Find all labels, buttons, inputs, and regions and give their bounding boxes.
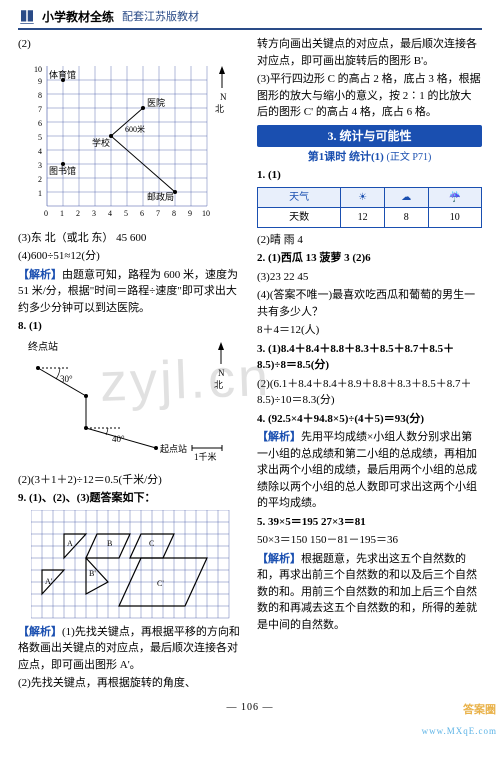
right-column: 转方向画出关键点的对应点，最后顺次连接各对应点，即可画出旋转后的图形 B'。 (… — [257, 36, 482, 694]
svg-text:1: 1 — [60, 209, 64, 218]
expl-r4-label: 【解析】 — [257, 553, 301, 565]
expl-r3-label: 【解析】 — [257, 431, 301, 443]
svg-text:C': C' — [157, 579, 164, 588]
gym-label: 体育馆 — [49, 69, 76, 80]
corner-brand: 答案圈 — [463, 702, 496, 719]
dist-label: 600米 — [125, 124, 145, 134]
r6: (4)(答案不唯一)最喜欢吃西瓜和葡萄的男生一共有多少人？ — [257, 287, 482, 320]
north2: N — [218, 368, 225, 378]
svg-text:6: 6 — [38, 119, 42, 128]
th0: 天气 — [258, 187, 341, 207]
grid-map-chart: N 北 体育馆 医院 — [18, 56, 243, 226]
q5a: 5. 39×5＝195 27×3＝81 — [257, 514, 482, 531]
svg-text:B: B — [107, 539, 112, 548]
grid-shapes-chart: A B C A' B' C' — [18, 510, 243, 620]
svg-text:10: 10 — [34, 65, 42, 74]
q1: 1. (1) — [257, 167, 482, 184]
q8-1: 8. (1) — [18, 318, 243, 335]
r7: 8＋4＝12(人) — [257, 322, 482, 339]
svg-text:B': B' — [89, 569, 96, 578]
svg-text:5: 5 — [124, 209, 128, 218]
school-label: 学校 — [92, 137, 110, 148]
q8-2: (2)(3＋1＋2)÷12＝0.5(千米/分) — [18, 472, 243, 489]
r1: 转方向画出关键点的对应点，最后顺次连接各对应点，即可画出旋转后的图形 B'。 — [257, 36, 482, 69]
th3: ☔ — [428, 187, 481, 207]
svg-text:1: 1 — [38, 189, 42, 198]
book-icon — [18, 8, 36, 26]
page-number: — 106 — — [18, 700, 482, 715]
sub-a: 第1课时 统计(1) — [308, 151, 384, 163]
svg-text:A': A' — [45, 577, 53, 586]
r3: (2)晴 雨 4 — [257, 232, 482, 249]
content-columns: (2) — [18, 36, 482, 694]
r2: (3)平行四边形 C 的高占 2 格，底占 3 格，根据图形的放大与缩小的意义，… — [257, 71, 482, 121]
svg-text:4: 4 — [38, 147, 42, 156]
scale-label: 1千米 — [194, 451, 217, 462]
corner-url: www.MXqE.com — [422, 725, 497, 739]
sub-b: (正文 P71) — [387, 152, 432, 163]
td0: 天数 — [258, 207, 341, 227]
svg-text:8: 8 — [38, 91, 42, 100]
page-header: 小学教材全练 配套江苏版教材 — [18, 8, 482, 30]
svg-text:0: 0 — [44, 209, 48, 218]
svg-text:7: 7 — [38, 105, 42, 114]
svg-text:10: 10 — [202, 209, 210, 218]
svg-text:3: 3 — [38, 161, 42, 170]
svg-text:6: 6 — [140, 209, 144, 218]
start-label: 起点站 — [160, 443, 187, 454]
explain-1: 【解析】由题意可知，路程为 600 米，速度为 51 米/分，根据"时间＝路程÷… — [18, 267, 243, 317]
r5: (3)23 22 45 — [257, 269, 482, 286]
svg-text:5: 5 — [38, 133, 42, 142]
q5b: 50×3＝150 150－81－195＝36 — [257, 532, 482, 549]
end-label: 终点站 — [28, 340, 58, 353]
weather-table: 天气 ☀ ☁ ☔ 天数 12 8 10 — [257, 187, 482, 228]
north2cn: 北 — [214, 380, 223, 390]
post-label: 邮政局 — [147, 191, 174, 202]
svg-text:3: 3 — [92, 209, 96, 218]
route-diagram: 终点站 30° 40° 起点站 — [18, 338, 243, 468]
svg-text:2: 2 — [38, 175, 42, 184]
line-3: (3)东 北（或北 东） 45 600 — [18, 230, 243, 247]
svg-text:9: 9 — [188, 209, 192, 218]
library-label: 图书馆 — [49, 165, 76, 176]
north-cn: 北 — [215, 104, 224, 114]
q4: 4. (92.5×4＋94.8×5)÷(4＋5)＝93(分) — [257, 411, 482, 428]
th1: ☀ — [341, 187, 385, 207]
explain-r3: 【解析】先用平均成绩×小组人数分别求出第一小组的总成绩和第二小组的总成绩，再相加… — [257, 429, 482, 512]
q3a: 3. (1)8.4＋8.4＋8.8＋8.3＋8.5＋8.7＋8.5＋8.5)÷8… — [257, 341, 482, 374]
line-4: (4)600÷51≈12(分) — [18, 248, 243, 265]
svg-text:C: C — [149, 539, 154, 548]
svg-text:7: 7 — [156, 209, 160, 218]
svg-text:A: A — [67, 539, 73, 548]
explain-2: 【解析】(1)先找关键点，再根据平移的方向和格数画出关键点的对应点，最后顺次连接… — [18, 624, 243, 674]
explain-r4: 【解析】根据题意，先求出这五个自然数的和，再求出前三个自然数的和以及后三个自然数… — [257, 551, 482, 634]
svg-text:8: 8 — [172, 209, 176, 218]
section-title: 3. 统计与可能性 — [257, 125, 482, 147]
td1: 12 — [341, 207, 385, 227]
td2: 8 — [384, 207, 428, 227]
hospital-label: 医院 — [147, 97, 165, 108]
explain-3-text: (2)先找关键点，再根据旋转的角度、 — [18, 675, 243, 692]
sub-title: 第1课时 统计(1) (正文 P71) — [257, 149, 482, 166]
header-title: 小学教材全练 — [42, 8, 114, 26]
svg-text:4: 4 — [108, 209, 112, 218]
q9-a: 9. (1)、(2)、(3)题答案如下： — [18, 490, 243, 507]
angle30: 30° — [60, 374, 73, 384]
north-label: N — [220, 92, 227, 102]
angle40: 40° — [112, 434, 125, 444]
explain-1-label: 【解析】 — [18, 269, 62, 281]
svg-text:2: 2 — [76, 209, 80, 218]
r4: 2. (1)西瓜 13 菠萝 3 (2)6 — [257, 250, 482, 267]
td3: 10 — [428, 207, 481, 227]
explain-2-label: 【解析】 — [18, 626, 62, 638]
q3b: (2)(6.1＋8.4＋8.4＋8.9＋8.8＋8.3＋8.5＋8.7＋8.5)… — [257, 376, 482, 409]
svg-text:9: 9 — [38, 77, 42, 86]
line-2: (2) — [18, 36, 243, 53]
left-column: (2) — [18, 36, 243, 694]
header-subtitle: 配套江苏版教材 — [122, 9, 199, 26]
page-number-value: 106 — [241, 702, 259, 713]
th2: ☁ — [384, 187, 428, 207]
